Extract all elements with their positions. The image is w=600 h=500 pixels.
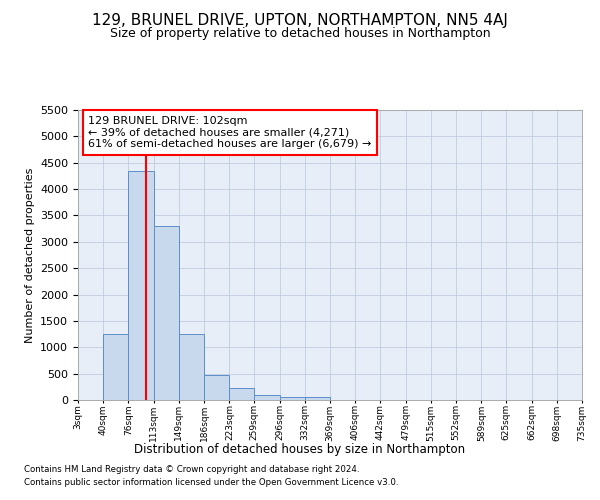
Bar [154,226,179,400]
Text: Contains HM Land Registry data © Crown copyright and database right 2024.: Contains HM Land Registry data © Crown c… [24,466,359,474]
Bar [229,388,254,400]
Bar [103,334,128,400]
Bar [179,334,204,400]
Text: Size of property relative to detached houses in Northampton: Size of property relative to detached ho… [110,28,490,40]
Bar [254,394,280,400]
Text: Distribution of detached houses by size in Northampton: Distribution of detached houses by size … [134,442,466,456]
Text: 129, BRUNEL DRIVE, UPTON, NORTHAMPTON, NN5 4AJ: 129, BRUNEL DRIVE, UPTON, NORTHAMPTON, N… [92,12,508,28]
Text: 129 BRUNEL DRIVE: 102sqm
← 39% of detached houses are smaller (4,271)
61% of sem: 129 BRUNEL DRIVE: 102sqm ← 39% of detach… [88,116,371,149]
Bar [128,170,154,400]
Bar [305,397,330,400]
Bar [280,397,305,400]
Y-axis label: Number of detached properties: Number of detached properties [25,168,35,342]
Bar [204,374,229,400]
Text: Contains public sector information licensed under the Open Government Licence v3: Contains public sector information licen… [24,478,398,487]
